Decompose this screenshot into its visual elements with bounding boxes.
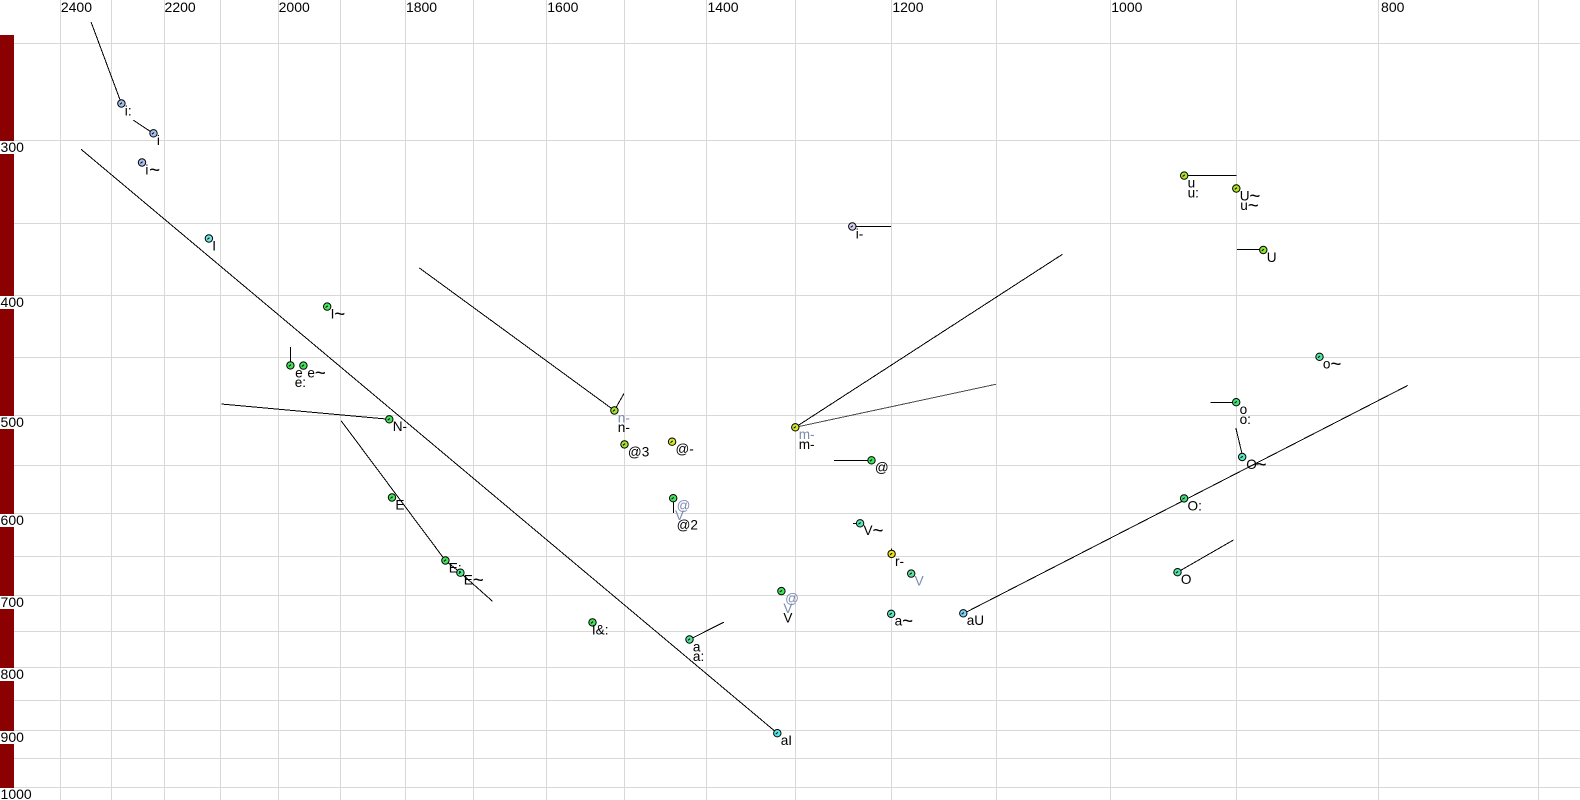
svg-text:i: i [145,162,148,177]
svg-text:V: V [783,601,792,616]
svg-text:n-: n- [618,420,630,435]
svg-text:~: ~ [473,569,484,592]
svg-text:e: e [307,365,315,380]
svg-text:i-: i- [856,226,864,241]
svg-text:2400: 2400 [61,0,92,15]
svg-text:U: U [1267,250,1277,265]
svg-text:u: u [1188,176,1196,191]
svg-text:900: 900 [1,729,25,745]
svg-text:I&:: I&: [592,622,609,637]
svg-text:~: ~ [902,610,913,633]
svg-text:O: O [1246,457,1257,472]
svg-text:@: @ [785,591,799,606]
svg-text:~: ~ [1249,185,1260,208]
svg-text:600: 600 [1,512,25,528]
svg-text:o:: o: [1240,412,1251,427]
svg-text:1800: 1800 [406,0,437,15]
svg-text:i:: i: [125,103,132,118]
svg-text:2200: 2200 [165,0,196,15]
svg-text:U: U [1240,188,1250,203]
svg-text:1400: 1400 [707,0,738,15]
svg-text:E:: E: [449,560,462,575]
svg-text:1000: 1000 [1111,0,1142,15]
svg-text:~: ~ [149,159,160,182]
svg-text:u: u [1240,198,1248,213]
svg-text:V: V [864,523,873,538]
svg-text:@: @ [677,498,691,513]
svg-text:u:: u: [1188,185,1199,200]
svg-text:I: I [212,238,216,253]
svg-text:@: @ [875,460,889,475]
svg-text:V: V [915,574,924,589]
svg-text:O: O [1181,572,1192,587]
svg-text:~: ~ [334,303,345,326]
svg-text:V: V [783,611,792,626]
svg-text:o: o [1240,402,1248,417]
svg-text:a: a [693,639,701,654]
svg-text:~: ~ [315,362,326,385]
svg-text:300: 300 [1,139,25,155]
svg-text:a: a [895,614,903,629]
svg-text:~: ~ [1330,353,1341,376]
svg-text:800: 800 [1,666,25,682]
svg-text:n-: n- [618,410,630,425]
svg-text:E: E [464,573,473,588]
svg-text:aI: aI [781,733,792,748]
svg-text:@-: @- [676,442,694,457]
svg-text:E: E [395,497,404,512]
svg-text:1000: 1000 [1,786,32,800]
svg-text:700: 700 [1,594,25,610]
svg-text:800: 800 [1381,0,1405,15]
svg-text:~: ~ [873,520,884,543]
svg-text:e: e [295,365,303,380]
svg-text:r-: r- [895,554,904,569]
svg-text:~: ~ [1248,195,1259,218]
svg-text:m-: m- [799,427,815,442]
svg-text:@2: @2 [677,518,698,533]
svg-text:400: 400 [1,294,25,310]
svg-text:V: V [675,508,684,523]
svg-text:N-: N- [393,419,407,434]
svg-text:@3: @3 [628,444,649,459]
svg-text:1200: 1200 [892,0,923,15]
svg-text:o: o [1323,357,1331,372]
svg-text:~: ~ [1256,453,1267,476]
svg-text:2000: 2000 [279,0,310,15]
svg-text:i: i [157,133,160,148]
svg-text:500: 500 [1,414,25,430]
svg-text:O:: O: [1188,498,1202,513]
svg-text:I: I [331,307,335,322]
svg-text:aU: aU [967,613,984,628]
svg-text:e:: e: [295,375,306,390]
svg-text:1600: 1600 [547,0,578,15]
svg-text:a:: a: [693,649,704,664]
svg-text:m-: m- [799,437,815,452]
